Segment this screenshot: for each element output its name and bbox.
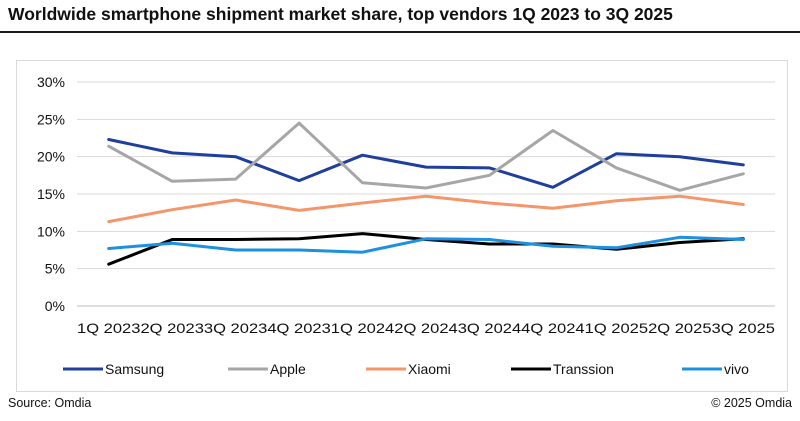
x-tick-label: 2Q 2025 xyxy=(648,320,712,336)
x-tick-label: 2Q 2024 xyxy=(394,320,458,336)
y-tick-label: 30% xyxy=(37,74,65,90)
legend-label-vivo: vivo xyxy=(724,361,749,377)
y-tick-label: 25% xyxy=(37,111,65,127)
series-line-xiaomi xyxy=(107,194,745,224)
legend-label-xiaomi: Xiaomi xyxy=(408,361,451,377)
x-tick-label: 4Q 2024 xyxy=(521,320,585,336)
series-line-vivo xyxy=(107,235,745,254)
title-divider xyxy=(0,31,800,33)
legend-label-apple: Apple xyxy=(270,361,306,377)
y-tick-label: 15% xyxy=(37,186,65,202)
y-tick-label: 0% xyxy=(45,298,65,314)
y-tick-label: 5% xyxy=(45,261,65,277)
x-tick-label: 2Q 2023 xyxy=(140,320,204,336)
legend-label-transsion: Transsion xyxy=(553,361,614,377)
source-note: Source: Omdia xyxy=(8,396,92,410)
legend-label-samsung: Samsung xyxy=(105,361,164,377)
x-tick-label: 1Q 2025 xyxy=(585,320,649,336)
y-tick-label: 20% xyxy=(37,149,65,165)
x-tick-label: 4Q 2023 xyxy=(267,320,331,336)
series-line-samsung xyxy=(107,138,745,189)
x-tick-label: 1Q 2023 xyxy=(77,320,141,336)
series-lines xyxy=(107,121,745,266)
x-tick-label: 3Q 2025 xyxy=(712,320,776,336)
gridlines xyxy=(77,81,775,307)
series-line-apple xyxy=(107,121,745,192)
chart-title: Worldwide smartphone shipment market sha… xyxy=(8,4,673,24)
chart-frame xyxy=(16,60,788,392)
legend: Samsung Apple Xiaomi Transsion vivo xyxy=(63,361,749,377)
x-tick-label: 3Q 2023 xyxy=(204,320,268,336)
x-tick-label: 3Q 2024 xyxy=(458,320,522,336)
x-axis-ticks: 1Q 2023 2Q 2023 3Q 2023 4Q 2023 1Q 2024 2Q 20… xyxy=(77,320,775,336)
y-axis-ticks: 0% 5% 10% 15% 20% 25% 30% xyxy=(37,74,65,314)
y-tick-label: 10% xyxy=(37,223,65,239)
copyright-note: © 2025 Omdia xyxy=(711,396,792,410)
x-tick-label: 1Q 2024 xyxy=(331,320,395,336)
